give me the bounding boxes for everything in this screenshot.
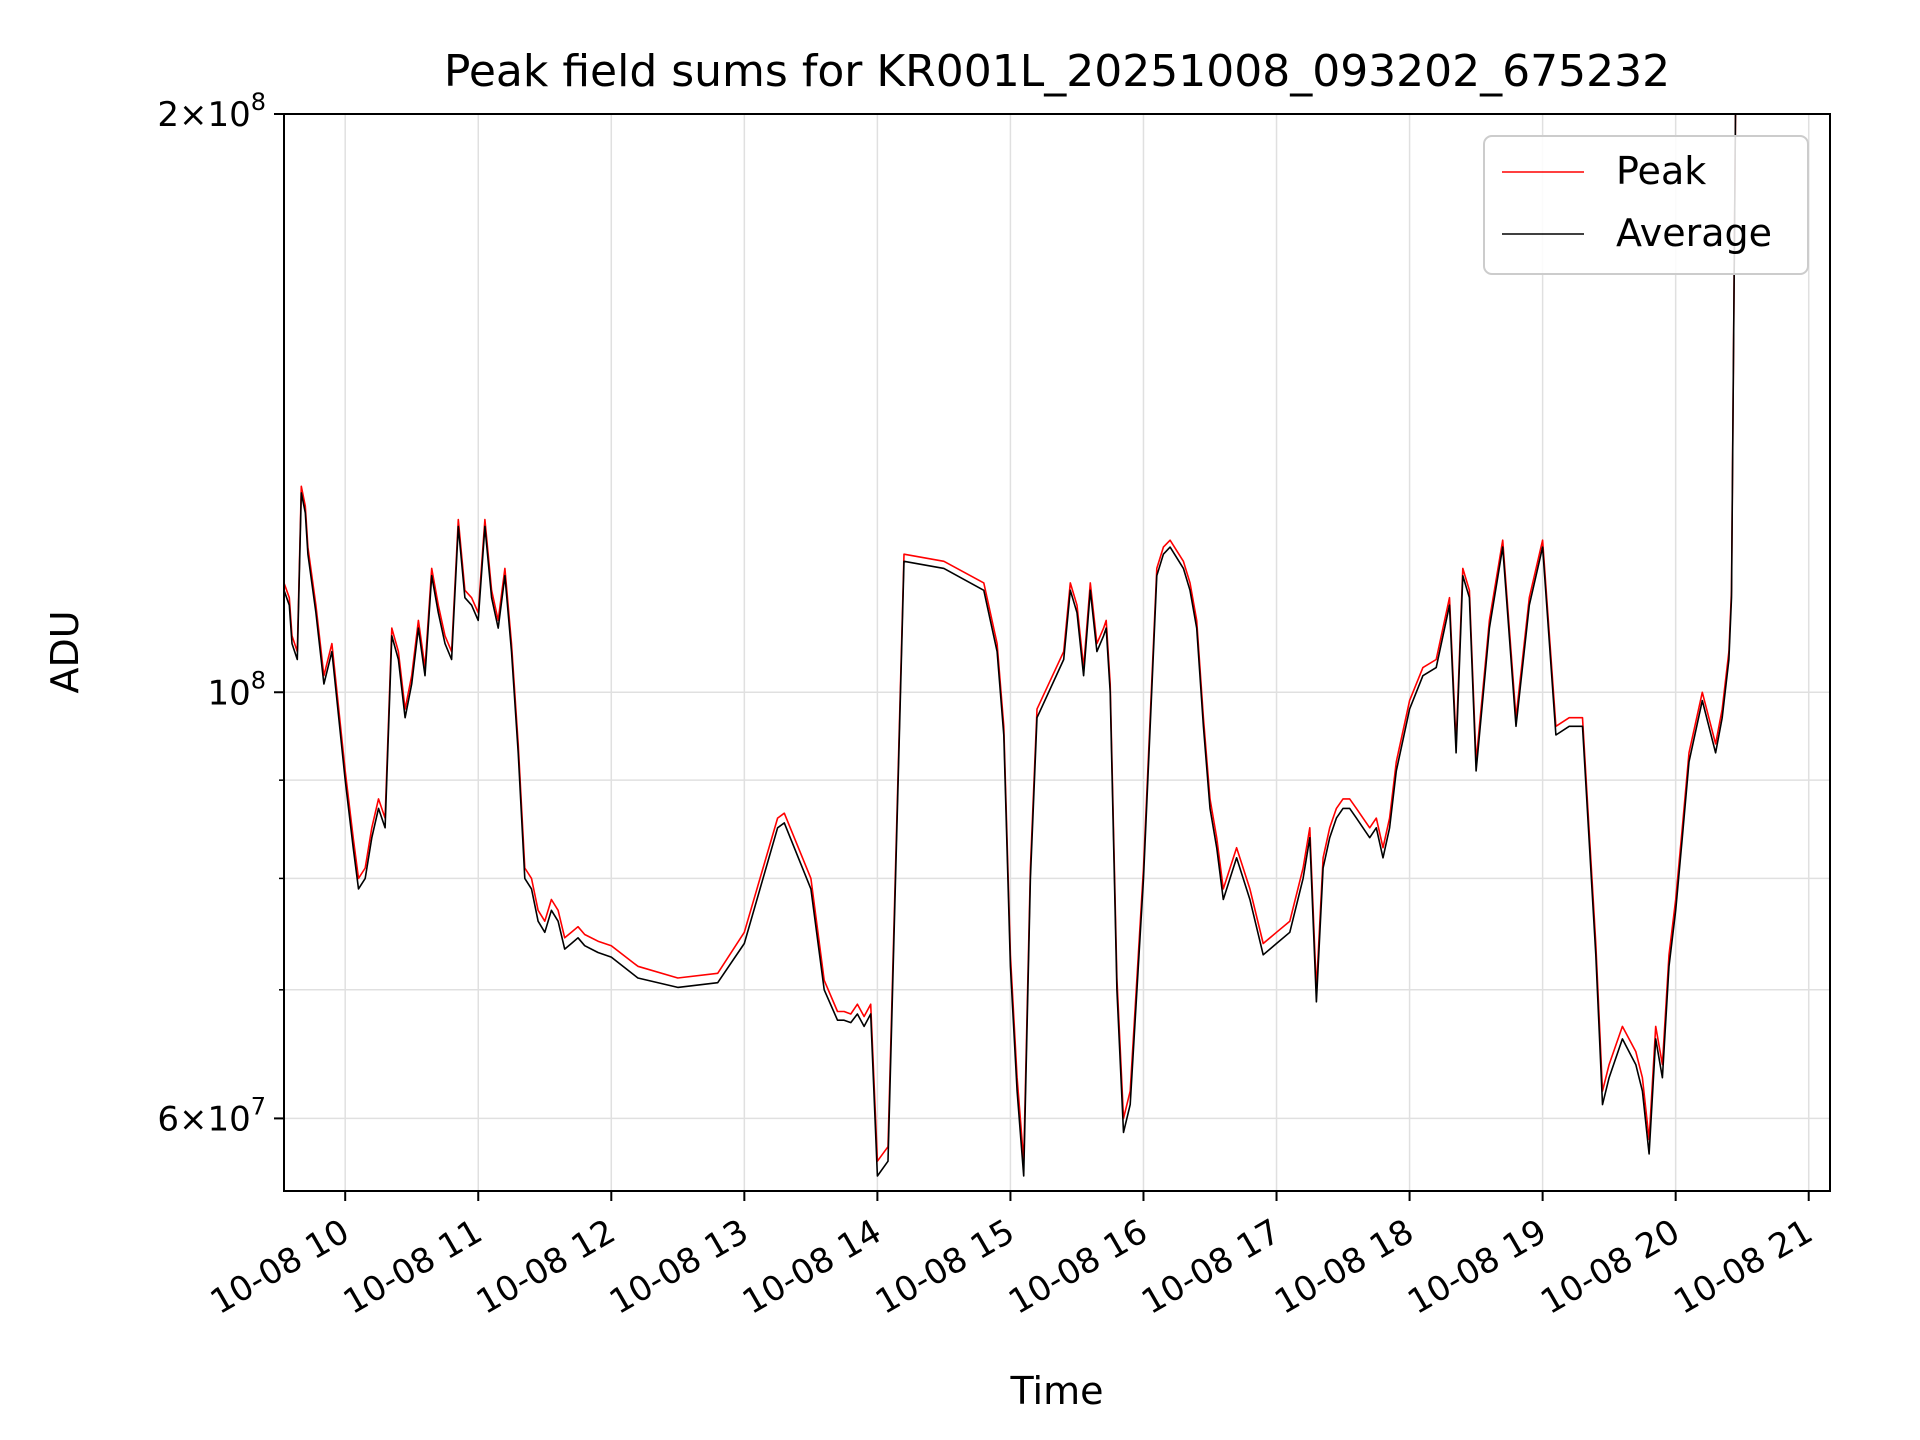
legend-peak-label: Peak xyxy=(1616,149,1706,193)
y-tick-label: 108 xyxy=(207,666,266,713)
legend: Peak Average xyxy=(1483,135,1809,275)
chart-title: Peak field sums for KR001L_20251008_0932… xyxy=(444,46,1670,97)
legend-box xyxy=(1483,135,1809,275)
plot-area-frame xyxy=(283,113,1831,1192)
y-tick-label: 2×108 xyxy=(157,88,266,135)
x-axis-label: Time xyxy=(1010,1369,1104,1413)
series-average-line xyxy=(283,113,1737,1177)
y-axis-label: ADU xyxy=(43,610,87,693)
grid-layer xyxy=(284,113,1830,1191)
series-layer xyxy=(283,113,1737,1177)
y-tick-label: 6×107 xyxy=(157,1092,266,1139)
series-peak-line xyxy=(283,113,1737,1162)
legend-average-label: Average xyxy=(1616,211,1772,255)
